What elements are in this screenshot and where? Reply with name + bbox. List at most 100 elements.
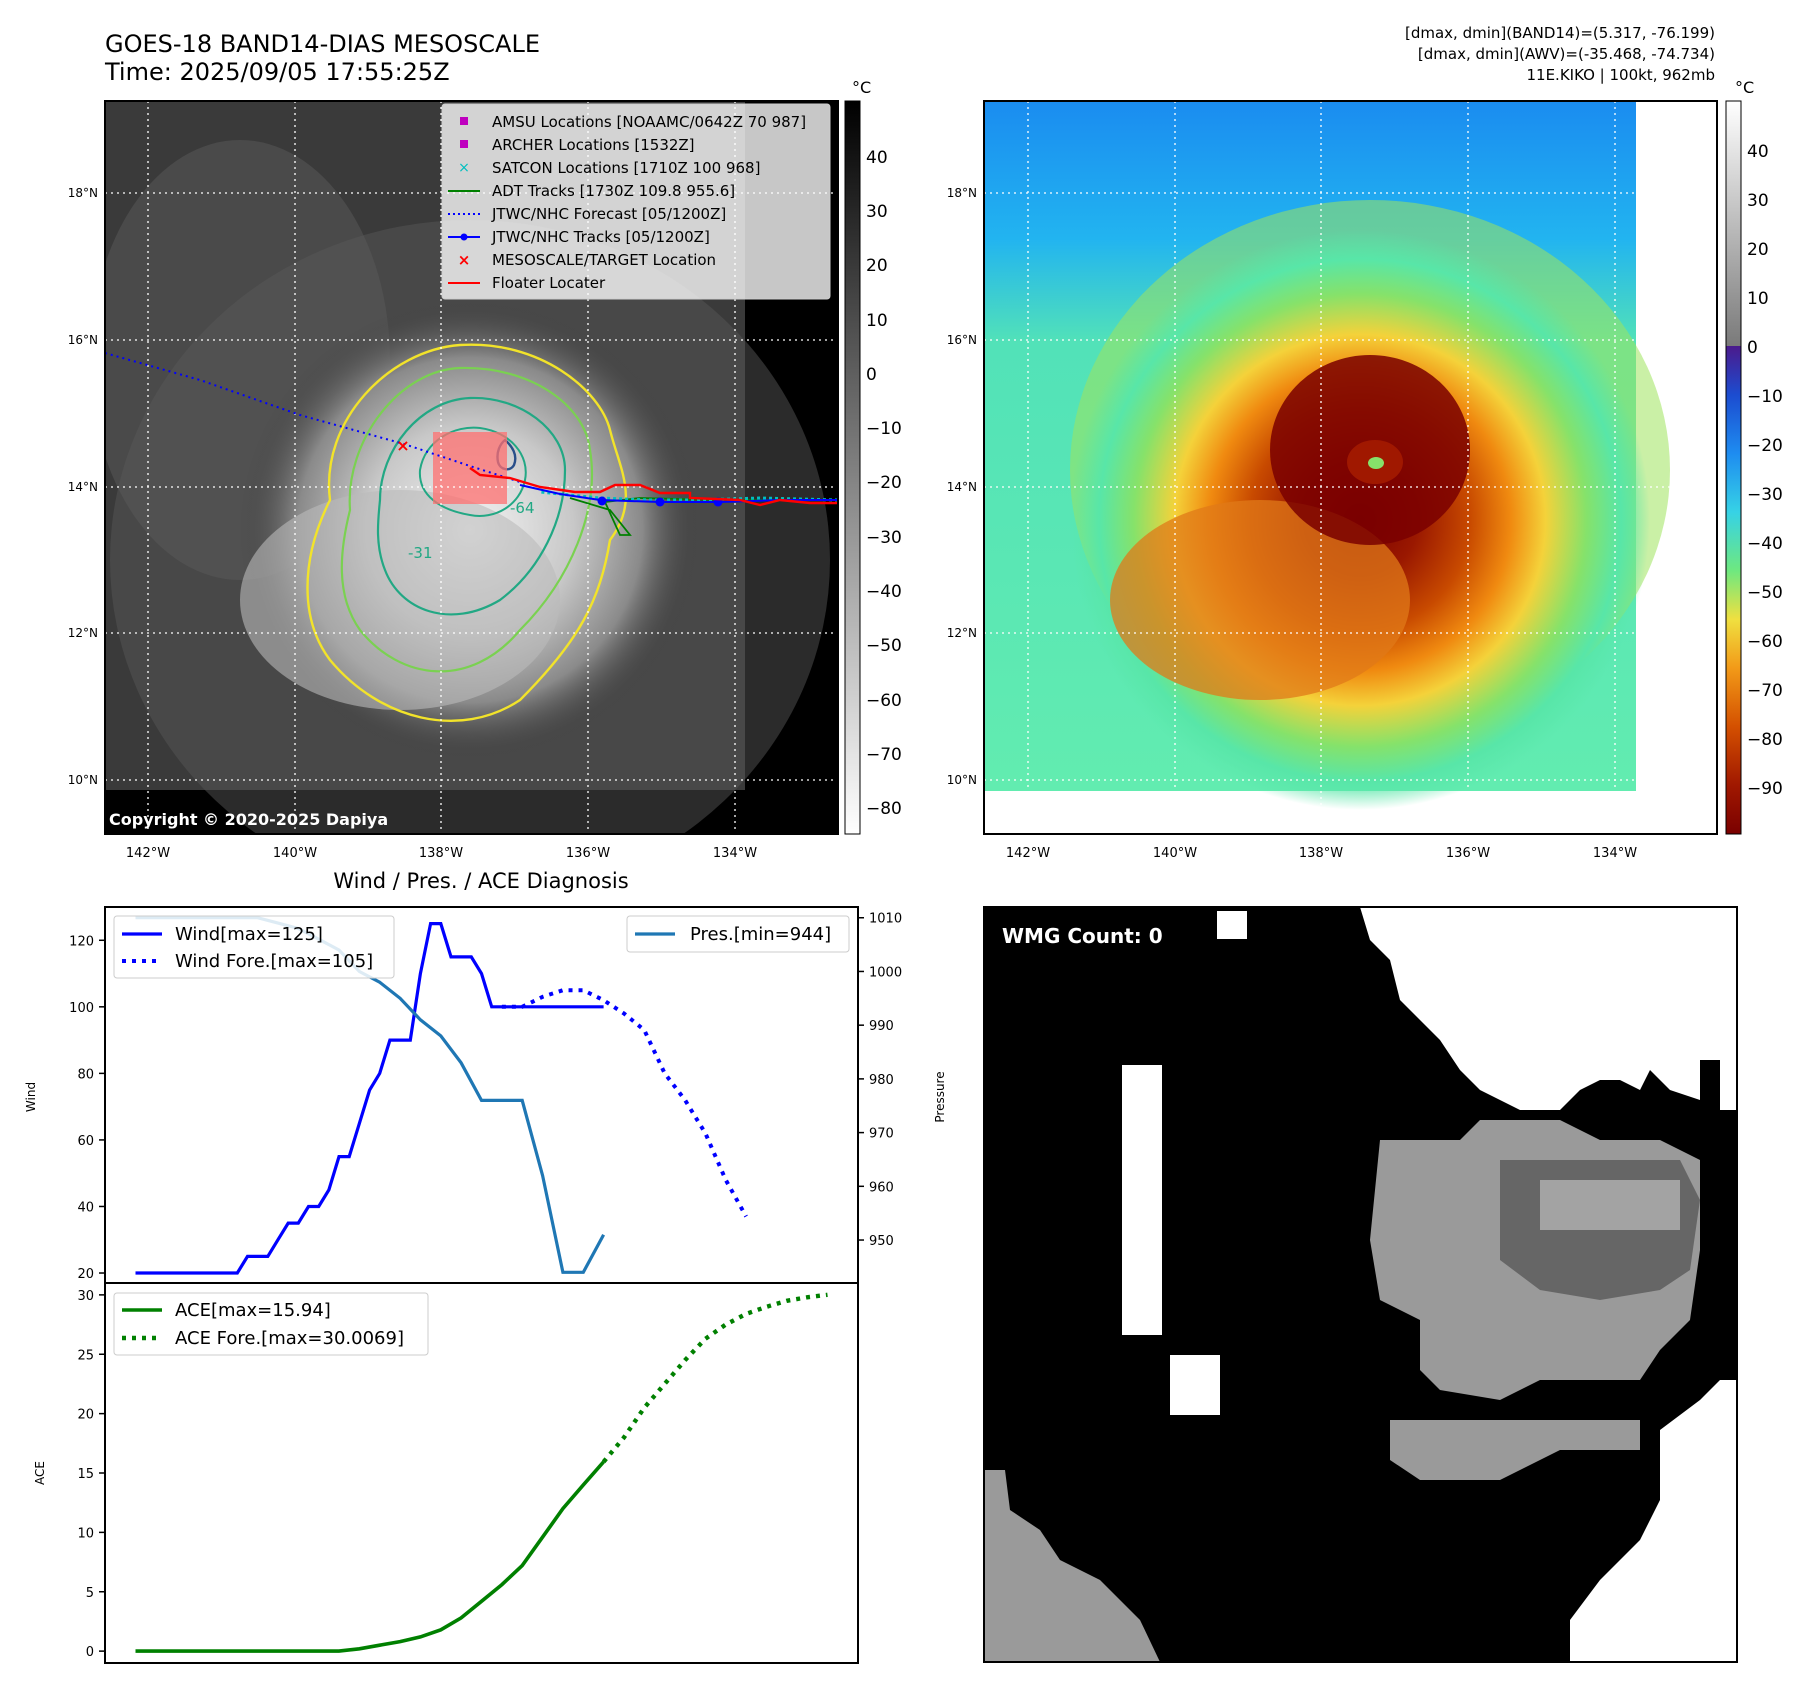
gray-colorbar-ticks: 40 30 20 10 0 −10 −20 −30 −40 −50 −60 −7… [866,148,902,819]
gray-tick-6: −20 [866,473,902,493]
legend-satcon-marker: × [458,160,470,176]
ace-tick-label-20: 20 [77,1408,94,1423]
pres-tick-label-1010: 1010 [869,912,902,927]
pres-tick-label-960: 960 [869,1180,894,1195]
legend-archer: ARCHER Locations [1532Z] [492,136,695,154]
legend-tracks-dot [460,233,468,241]
ir-lat-ticks: 18°N 16°N 14°N 12°N 10°N [68,186,98,787]
ir-lat-18: 18°N [68,186,98,200]
legend-frame [441,103,831,300]
color-colorbar-unit: °C [1735,78,1754,97]
ace-tick-label-15: 15 [77,1467,94,1482]
color-tick-10: −60 [1747,632,1783,652]
contour-teal-inner [418,426,527,517]
series-ace [135,1460,605,1653]
floater-locater-track [469,467,838,507]
info-awv: [dmax, dmin](AWV)=(-35.468, -74.734) [1418,45,1715,63]
gray-tick-12: −80 [866,799,902,819]
color-lat-12: 12°N [947,626,977,640]
contour-label-64: -64 [510,499,535,517]
wind-tick-label-100: 100 [69,1001,94,1016]
gray-tick-4: 0 [866,365,877,385]
wind-tick-label-20: 20 [77,1267,94,1282]
gray-tick-3: 10 [866,311,888,331]
ir-lon-138: 138°W [419,846,463,861]
target-marker: × [396,436,409,455]
ir-lon-140: 140°W [273,846,317,861]
pres-tick-label-980: 980 [869,1073,894,1088]
gray-tick-2: 20 [866,256,888,276]
nhc-forecast-track [105,352,521,483]
color-colorbar-low [1726,346,1741,834]
contour-green [340,366,594,673]
wmg-white-left-strip [1122,1065,1162,1335]
color-tick-3: 10 [1747,289,1769,309]
legend-adt: ADT Tracks [1730Z 109.8 955.6] [492,182,735,200]
legend-target: MESOSCALE/TARGET Location [492,251,716,269]
ace-tick-label-30: 30 [77,1289,94,1304]
color-tick-1: 30 [1747,191,1769,211]
pres-legend-label: Pres.[min=944] [690,924,831,945]
ace-ylabel: ACE [33,1461,47,1485]
pres-tick-label-990: 990 [869,1019,894,1034]
ir-lat-12: 12°N [68,626,98,640]
ir-cloud-band [240,490,560,710]
pres-legend: Pres.[min=944] [626,915,850,953]
color-lat-10: 10°N [947,773,977,787]
color-tick-2: 20 [1747,240,1769,260]
ir-lon-142: 142°W [126,846,170,861]
color-lon-136: 136°W [1446,846,1490,861]
copyright: Copyright © 2020-2025 Dapiya [109,810,388,829]
wmg-light-cells [1540,1180,1680,1230]
ir-lat-10: 10°N [68,773,98,787]
gray-colorbar: °C 40 30 20 10 0 −10 −20 −30 −40 −50 −60… [844,78,902,835]
legend-amsu-marker [460,117,468,125]
ir-lat-14: 14°N [68,480,98,494]
wind-ylabel: Wind [24,1082,38,1112]
ace-tick-label-0: 0 [86,1645,94,1660]
wind-legend: Wind[max=125] Wind Fore.[max=105] [113,915,395,979]
color-tick-12: −80 [1747,730,1783,750]
wind-tick-label-120: 120 [69,934,94,949]
ir-lon-ticks: 142°W 140°W 138°W 136°W 134°W [126,846,757,861]
gray-tick-11: −70 [866,745,902,765]
wmg-count: WMG Count: 0 [1002,924,1163,948]
color-tick-7: −30 [1747,485,1783,505]
ace-yticks: 0 5 10 15 20 25 30 [77,1289,105,1660]
wmg-white-bottomright [1570,1380,1737,1662]
gray-tick-5: −10 [866,419,902,439]
color-map-eye [1368,457,1384,469]
contour-yellow [306,343,627,722]
color-colorbar-high [1726,101,1741,346]
color-colorbar: °C 40 30 20 10 0 −10 −20 −30 −40 −50 −60… [1725,78,1783,835]
ace-forecast-legend-label: ACE Fore.[max=30.0069] [175,1328,404,1349]
wmg-white-left-blob [1170,1355,1220,1415]
wmg-white-topright [1360,907,1737,1110]
wmg-gray-band [1390,1420,1640,1480]
gray-tick-9: −50 [866,636,902,656]
ace-tick-label-10: 10 [77,1526,94,1541]
color-lon-ticks: 142°W 140°W 138°W 136°W 134°W [1006,846,1637,861]
color-tick-8: −40 [1747,534,1783,554]
legend-floater: Floater Locater [492,274,606,292]
series-ace-forecast [601,1292,828,1464]
color-lon-142: 142°W [1006,846,1050,861]
color-lon-140: 140°W [1153,846,1197,861]
pres-tick-label-1000: 1000 [869,965,902,980]
color-tick-6: −20 [1747,436,1783,456]
ir-lon-136: 136°W [566,846,610,861]
color-lat-16: 16°N [947,333,977,347]
info-band14: [dmax, dmin](BAND14)=(5.317, -76.199) [1405,24,1715,42]
wind-tick-label-60: 60 [77,1134,94,1149]
series-wind-forecast [501,988,748,1218]
figure-time: Time: 2025/09/05 17:55:25Z [104,58,450,86]
gray-tick-8: −40 [866,582,902,602]
color-tick-9: −50 [1747,583,1783,603]
gray-colorbar-bar [844,100,861,835]
color-colorbar-frame [1725,100,1742,835]
contour-teal [376,396,567,616]
pres-yticks: 950 960 970 980 990 1000 1010 [858,912,902,1249]
ace-legend: ACE[max=15.94] ACE Fore.[max=30.0069] [113,1292,429,1356]
color-lat-ticks: 18°N 16°N 14°N 12°N 10°N [947,186,977,787]
